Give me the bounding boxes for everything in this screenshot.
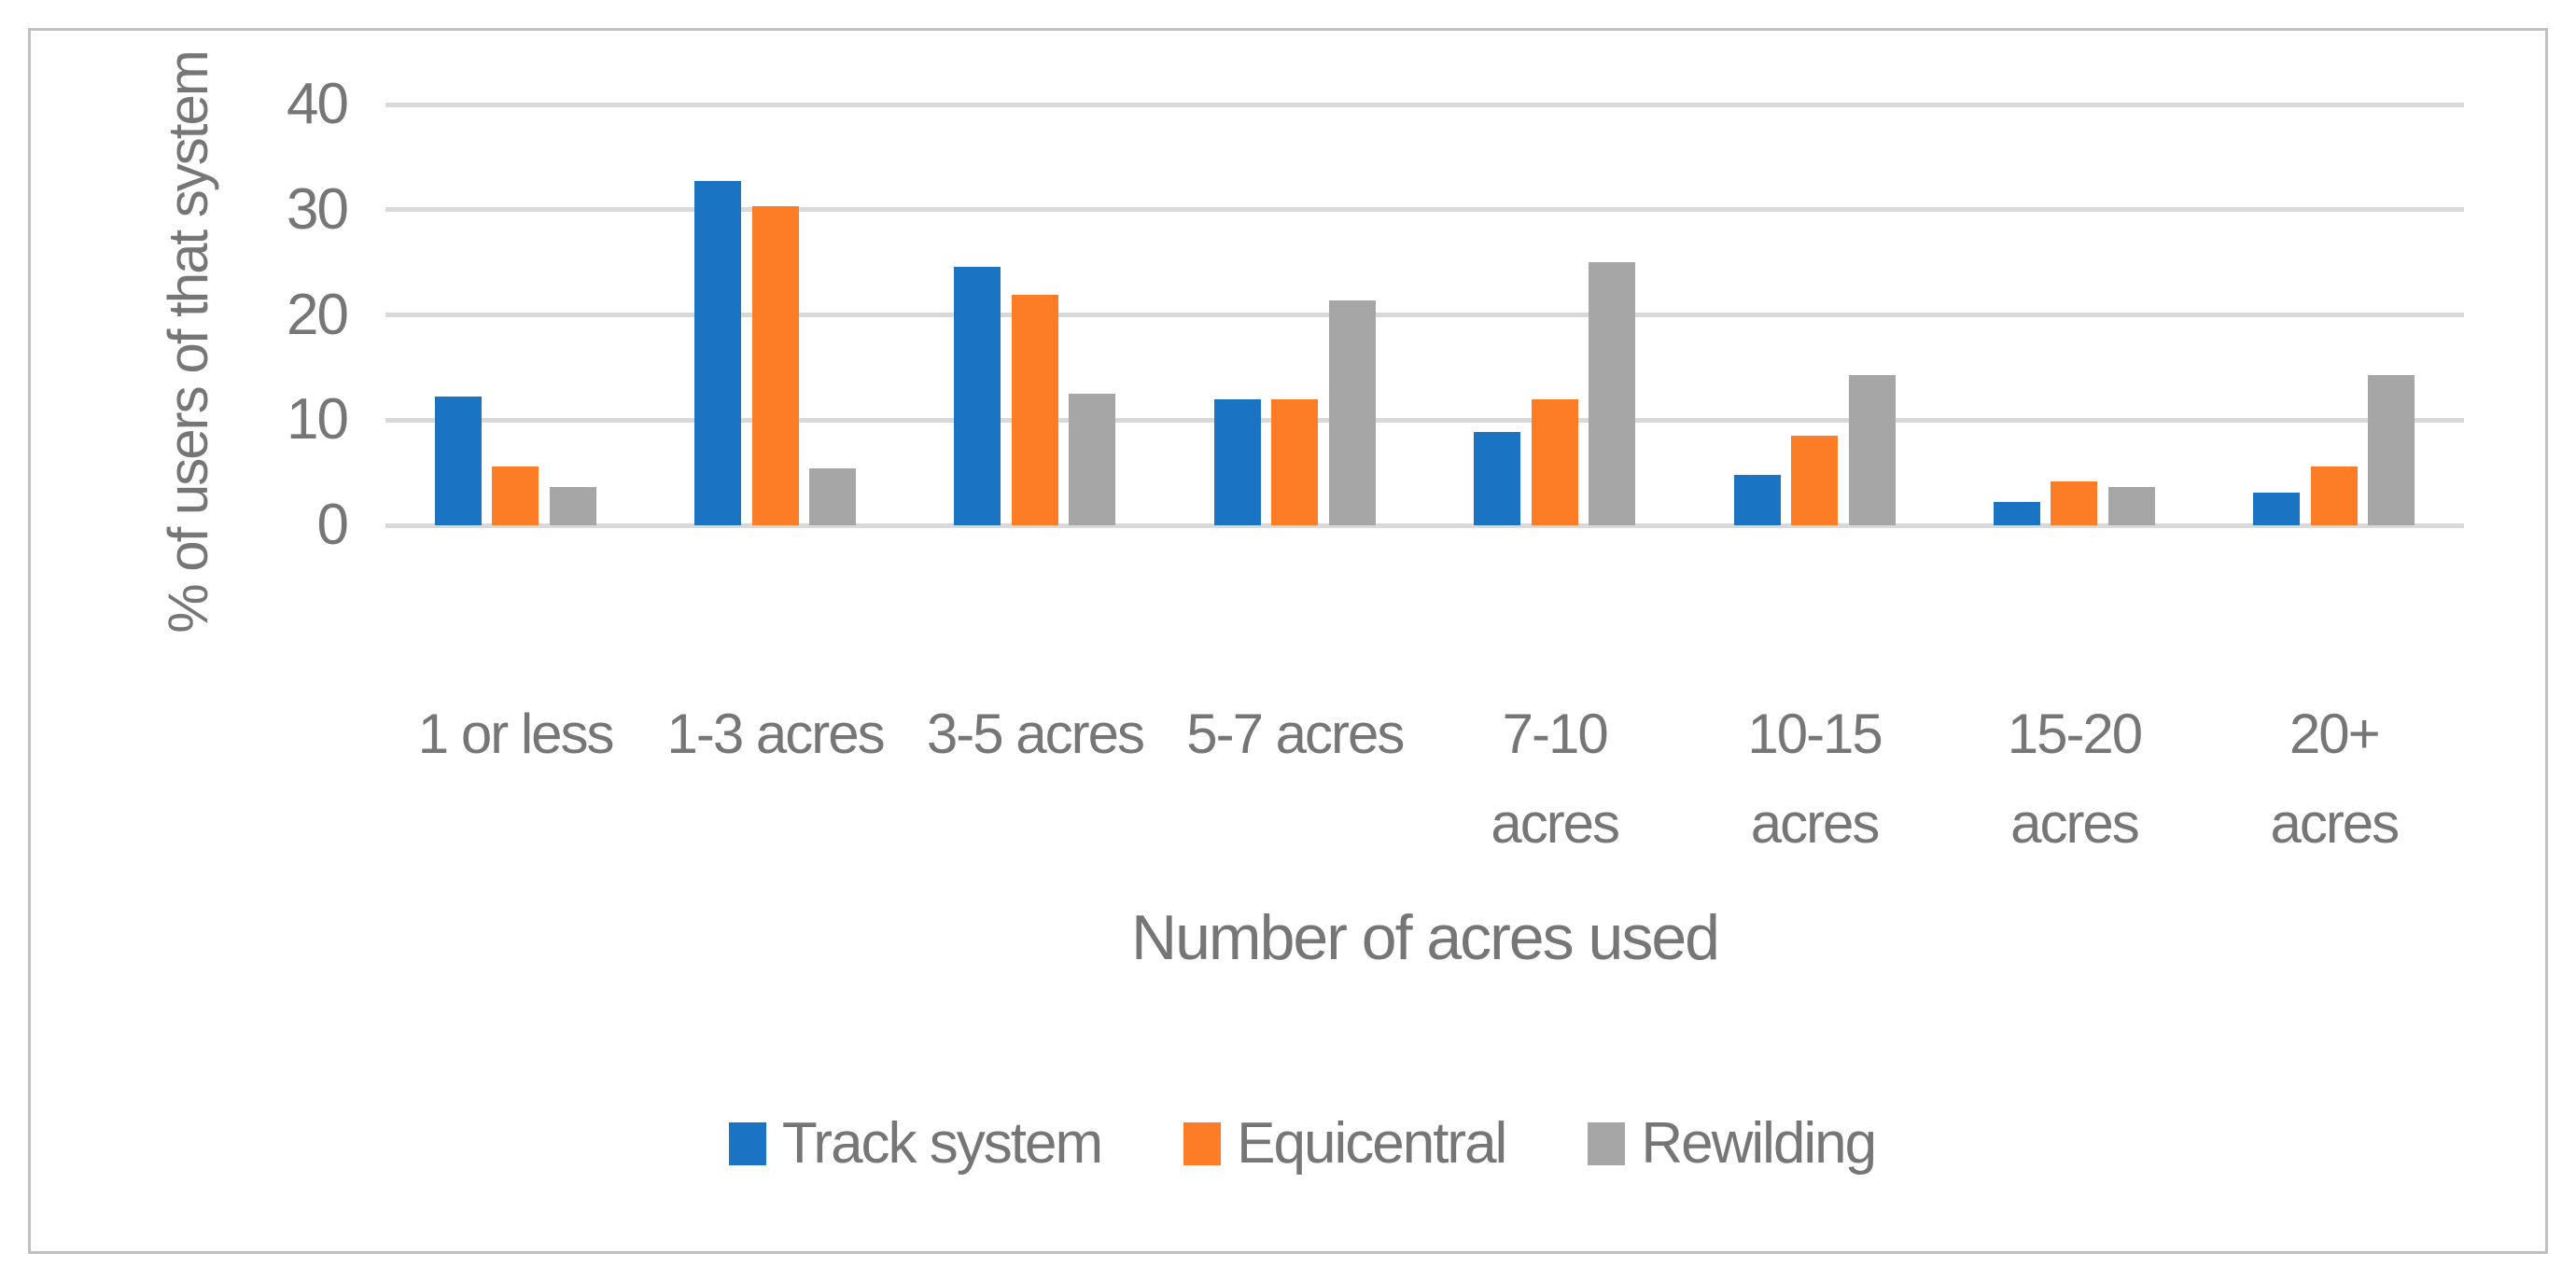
gridline-10 bbox=[385, 417, 2464, 423]
x-tick-label-line: acres bbox=[2010, 792, 2140, 855]
bar-group-7-10-acres bbox=[1425, 104, 1685, 525]
legend-label-track-system: Track system bbox=[781, 1111, 1103, 1176]
chart-area-border bbox=[28, 28, 2548, 1254]
legend-label-rewilding: Rewilding bbox=[1641, 1111, 1877, 1176]
bar-group-15-20-acres bbox=[1944, 104, 2204, 525]
bar-rewilding-10-15-acres bbox=[1848, 374, 1896, 525]
x-axis-title: Number of acres used bbox=[1131, 902, 1720, 973]
bars bbox=[385, 104, 2464, 525]
legend-item-rewilding: Rewilding bbox=[1588, 1111, 1877, 1177]
bar-rewilding-5-7-acres bbox=[1328, 299, 1376, 525]
bar-group-1-3-acres bbox=[645, 104, 904, 525]
bar-equicentral-15-20-acres bbox=[2051, 480, 2098, 525]
bar-equicentral-1-or-less bbox=[492, 466, 539, 525]
legend-item-track-system: Track system bbox=[728, 1111, 1103, 1177]
gridline-40 bbox=[385, 102, 2464, 107]
x-tick-label-1-or-less: 1 or less bbox=[385, 689, 645, 869]
bar-track-system-7-10-acres bbox=[1474, 431, 1521, 525]
x-axis-labels: 1 or less 1-3 acres 3-5 acres 5-7 acres 7-10… bbox=[385, 689, 2464, 869]
bar-rewilding-1-3-acres bbox=[809, 468, 857, 525]
x-tick-label-line: acres bbox=[1750, 792, 1881, 855]
bar-track-system-5-7-acres bbox=[1213, 398, 1261, 525]
bar-group-5-7-acres bbox=[1165, 104, 1424, 525]
bar-track-system-20-acres bbox=[2253, 493, 2301, 525]
bar-group-20-acres bbox=[2205, 104, 2464, 525]
bar-rewilding-3-5-acres bbox=[1069, 394, 1116, 525]
bar-equicentral-10-15-acres bbox=[1791, 436, 1839, 525]
legend-label-equicentral: Equicentral bbox=[1237, 1111, 1507, 1176]
legend-item-equicentral: Equicentral bbox=[1183, 1111, 1507, 1177]
gridline-0 bbox=[385, 522, 2464, 528]
y-tick-label-30: 30 bbox=[287, 176, 349, 242]
x-tick-label-1-3-acres: 1-3 acres bbox=[645, 689, 904, 869]
bar-rewilding-7-10-acres bbox=[1589, 262, 1636, 525]
bar-track-system-3-5-acres bbox=[954, 266, 1001, 525]
plot-area bbox=[385, 102, 2464, 528]
bar-track-system-1-3-acres bbox=[694, 181, 742, 525]
x-tick-label-5-7-acres: 5-7 acres bbox=[1165, 689, 1424, 869]
x-tick-label-line: 15-20 bbox=[2007, 703, 2143, 765]
x-tick-label-line: acres bbox=[2270, 792, 2400, 855]
x-tick-label-line: 1-3 acres bbox=[666, 703, 886, 765]
x-tick-label-line: 7-10 bbox=[1502, 703, 1609, 765]
y-tick-label-20: 20 bbox=[287, 282, 349, 347]
legend: Track system Equicentral Rewilding bbox=[0, 1110, 2576, 1177]
x-tick-label-line: 20+ bbox=[2289, 703, 2381, 765]
y-tick-label-0: 0 bbox=[316, 493, 349, 557]
bar-equicentral-20-acres bbox=[2310, 466, 2358, 525]
bar-track-system-15-20-acres bbox=[1993, 502, 2040, 525]
bar-rewilding-20-acres bbox=[2368, 374, 2415, 525]
x-tick-label-line: 5-7 acres bbox=[1186, 703, 1405, 765]
bar-equicentral-7-10-acres bbox=[1531, 398, 1578, 525]
bar-group-1-or-less bbox=[385, 104, 645, 525]
y-tick-label-40: 40 bbox=[287, 72, 349, 136]
bar-rewilding-15-20-acres bbox=[2107, 487, 2155, 525]
x-tick-label-line: 1 or less bbox=[417, 703, 615, 765]
bar-rewilding-1-or-less bbox=[549, 487, 596, 525]
x-tick-label-3-5-acres: 3-5 acres bbox=[905, 689, 1165, 869]
bar-track-system-10-15-acres bbox=[1733, 474, 1781, 525]
x-tick-label-20-acres: 20+ acres bbox=[2205, 689, 2464, 869]
bar-equicentral-1-3-acres bbox=[751, 206, 799, 525]
bar-group-10-15-acres bbox=[1685, 104, 1944, 525]
gridline-20 bbox=[385, 313, 2464, 317]
gridline-30 bbox=[385, 207, 2464, 213]
bar-equicentral-5-7-acres bbox=[1271, 398, 1319, 525]
bar-group-3-5-acres bbox=[905, 104, 1165, 525]
x-tick-label-7-10-acres: 7-10 acres bbox=[1425, 689, 1685, 869]
y-tick-label-10: 10 bbox=[287, 387, 349, 453]
x-tick-label-15-20-acres: 15-20 acres bbox=[1944, 689, 2204, 869]
legend-swatch-icon bbox=[1588, 1122, 1626, 1165]
legend-swatch-icon bbox=[1183, 1122, 1222, 1165]
x-tick-label-10-15-acres: 10-15 acres bbox=[1685, 689, 1944, 869]
legend-swatch-icon bbox=[728, 1122, 766, 1165]
bar-track-system-1-or-less bbox=[434, 397, 482, 525]
bar-equicentral-3-5-acres bbox=[1011, 295, 1058, 525]
x-tick-label-line: 3-5 acres bbox=[926, 703, 1145, 765]
x-tick-label-line: 10-15 bbox=[1747, 703, 1883, 765]
x-tick-label-line: acres bbox=[1491, 792, 1620, 855]
